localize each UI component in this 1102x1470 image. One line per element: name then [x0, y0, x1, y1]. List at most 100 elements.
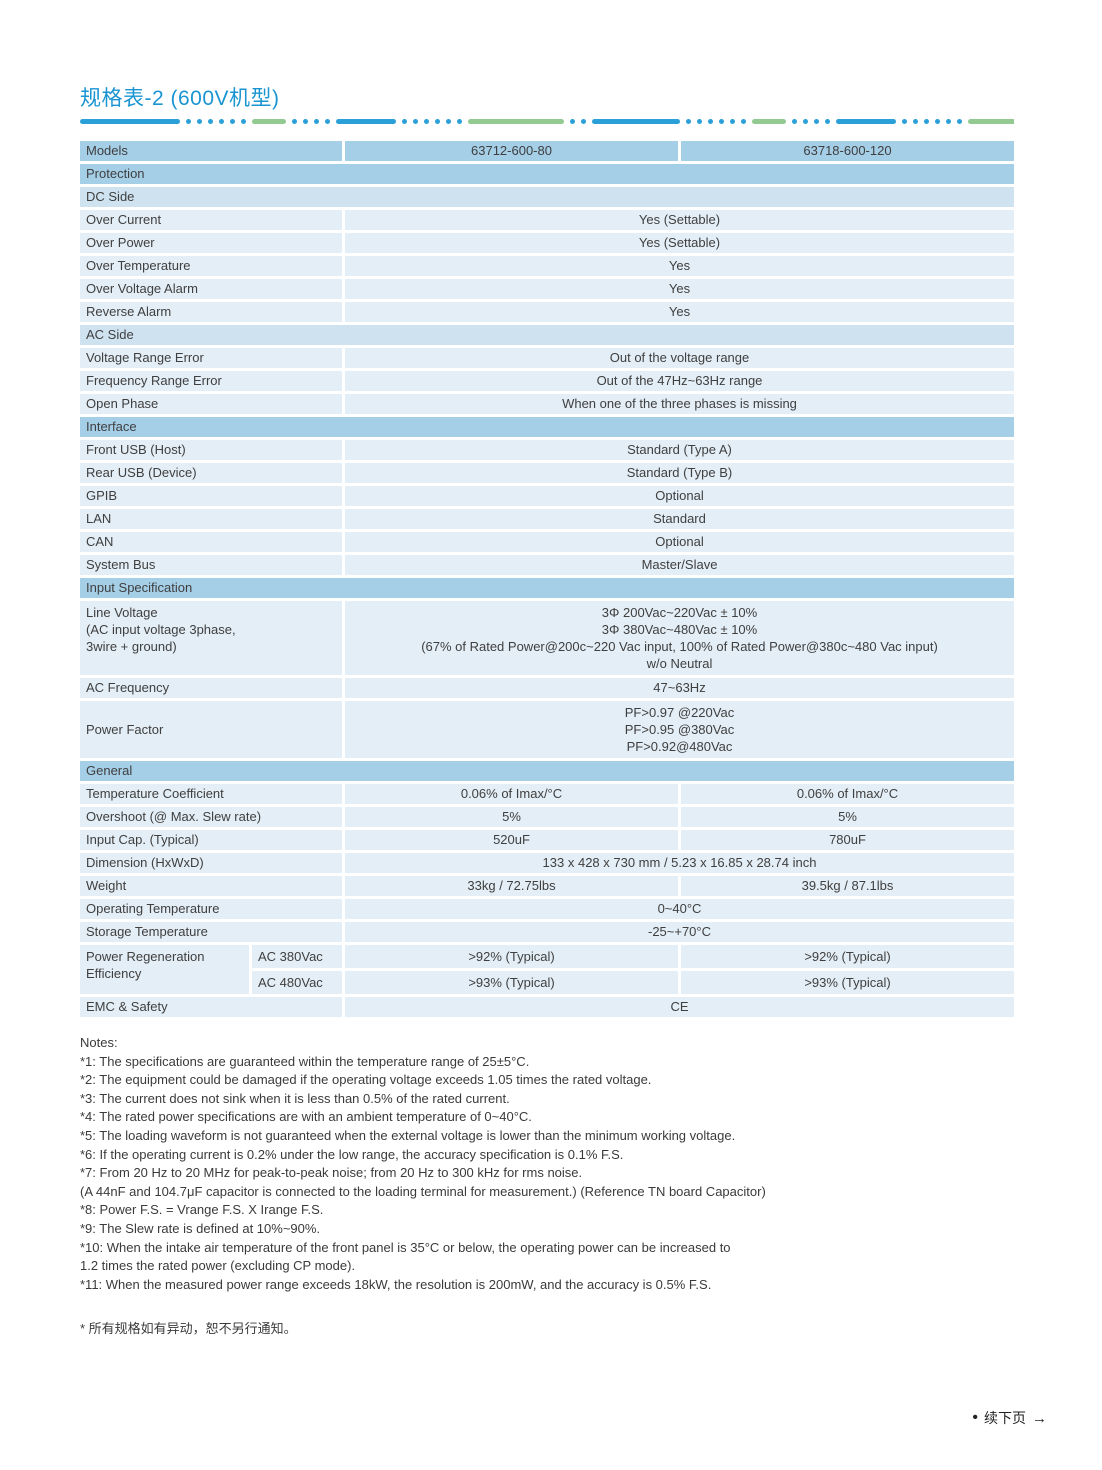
row-label: Rear USB (Device) [80, 463, 342, 483]
divider-dot [792, 119, 797, 124]
divider-dot [292, 119, 297, 124]
table-row: Input Cap. (Typical) 520uF 780uF [80, 830, 1014, 850]
row-value: >92% (Typical) [681, 945, 1014, 968]
row-value: -25~+70°C [345, 922, 1014, 942]
table-row: Overshoot (@ Max. Slew rate) 5% 5% [80, 807, 1014, 827]
divider-dash [836, 119, 896, 124]
note-line: 1.2 times the rated power (excluding CP … [80, 1258, 356, 1274]
note-line: *9: The Slew rate is defined at 10%~90%. [80, 1220, 321, 1236]
row-value: 5% [681, 807, 1014, 827]
row-label: System Bus [80, 555, 342, 575]
row-value: CE [345, 997, 1014, 1017]
table-row: Temperature Coefficient 0.06% of Imax/°C 0… [80, 784, 1014, 804]
divider-dot [303, 119, 308, 124]
row-value: Master/Slave [345, 555, 1014, 575]
table-row: System Bus Master/Slave [80, 555, 1014, 575]
divider-dot [741, 119, 746, 124]
row-value: Yes (Settable) [345, 233, 1014, 253]
divider-dash [592, 119, 680, 124]
row-label: Reverse Alarm [80, 302, 342, 322]
row-label: CAN [80, 532, 342, 552]
table-row: Open Phase When one of the three phases i… [80, 394, 1014, 414]
row-value: 33kg / 72.75lbs [345, 876, 678, 896]
row-label: Power Factor [80, 701, 342, 758]
divider-dot [902, 119, 907, 124]
divider-dash [468, 119, 564, 124]
divider-dash [80, 119, 180, 124]
section-row: General [80, 761, 1014, 781]
row-value: Yes [345, 256, 1014, 276]
subsection-row: DC Side [80, 187, 1014, 207]
row-value: Out of the voltage range [345, 348, 1014, 368]
table-row-group: Power Regeneration Efficiency AC 380Vac >92… [80, 945, 1014, 994]
row-label: Weight [80, 876, 342, 896]
row-label: Line Voltage (AC input voltage 3phase, 3wi… [80, 601, 342, 675]
note-line: *3: The current does not sink when it is… [80, 1090, 510, 1106]
row-label: Open Phase [80, 394, 342, 414]
note-line: *2: The equipment could be damaged if th… [80, 1072, 652, 1088]
table-row: Storage Temperature -25~+70°C [80, 922, 1014, 942]
section-row: Protection [80, 164, 1014, 184]
row-label: Voltage Range Error [80, 348, 342, 368]
row-label: Over Current [80, 210, 342, 230]
section-row: Interface [80, 417, 1014, 437]
section-label: Interface [80, 417, 1014, 437]
note-line: *7: From 20 Hz to 20 MHz for peak-to-pea… [80, 1165, 583, 1181]
row-label: LAN [80, 509, 342, 529]
divider-dot [814, 119, 819, 124]
note-line: *1: The specifications are guaranteed wi… [80, 1053, 530, 1069]
row-value: 0.06% of Imax/°C [681, 784, 1014, 804]
divider-dot [570, 119, 575, 124]
model-number-cell: 63718-600-120 [681, 141, 1014, 161]
row-label: Frequency Range Error [80, 371, 342, 391]
divider-dot [581, 119, 586, 124]
divider-dot [946, 119, 951, 124]
notes-section: Notes: *1: The specifications are guaran… [80, 1034, 1014, 1294]
row-value: PF>0.97 @220Vac PF>0.95 @380Vac PF>0.92@48… [345, 701, 1014, 758]
row-value: 47~63Hz [345, 678, 1014, 698]
row-value: Standard (Type B) [345, 463, 1014, 483]
row-label: Operating Temperature [80, 899, 342, 919]
note-line: *11: When the measured power range excee… [80, 1276, 712, 1292]
divider-dot [241, 119, 246, 124]
row-label: Storage Temperature [80, 922, 342, 942]
row-label: Overshoot (@ Max. Slew rate) [80, 807, 342, 827]
note-line: *8: Power F.S. = Vrange F.S. X Irange F.… [80, 1202, 324, 1218]
page-title: 规格表-2 (600V机型) [80, 87, 280, 110]
table-row: AC Frequency 47~63Hz [80, 678, 1014, 698]
divider-dot [457, 119, 462, 124]
divider-dot [957, 119, 962, 124]
note-line: *6: If the operating current is 0.2% und… [80, 1146, 624, 1162]
divider-dot [825, 119, 830, 124]
divider-dot [413, 119, 418, 124]
divider-dot [803, 119, 808, 124]
table-row: Front USB (Host) Standard (Type A) [80, 440, 1014, 460]
sub-row-label: AC 480Vac [252, 971, 342, 994]
row-value: 520uF [345, 830, 678, 850]
table-row: Line Voltage (AC input voltage 3phase, 3wi… [80, 601, 1014, 675]
subsection-label: DC Side [80, 187, 1014, 207]
table-row: Operating Temperature 0~40°C [80, 899, 1014, 919]
divider-dot [424, 119, 429, 124]
table-row: Over Temperature Yes [80, 256, 1014, 276]
divider-dot [730, 119, 735, 124]
subsection-label: AC Side [80, 325, 1014, 345]
continue-indicator: • 续下页 → [972, 1408, 1047, 1428]
divider-dot [719, 119, 724, 124]
table-row: Dimension (HxWxD) 133 x 428 x 730 mm / 5.… [80, 853, 1014, 873]
decorative-divider [80, 119, 1014, 124]
divider-dot [935, 119, 940, 124]
sub-row-label: AC 380Vac [252, 945, 342, 968]
table-row: CAN Optional [80, 532, 1014, 552]
row-label: Temperature Coefficient [80, 784, 342, 804]
row-value: 780uF [681, 830, 1014, 850]
note-line: *5: The loading waveform is not guarante… [80, 1127, 736, 1143]
divider-dash [252, 119, 286, 124]
table-row: Rear USB (Device) Standard (Type B) [80, 463, 1014, 483]
note-line: *10: When the intake air temperature of … [80, 1239, 731, 1255]
row-value: Standard [345, 509, 1014, 529]
divider-dot [924, 119, 929, 124]
divider-dot [208, 119, 213, 124]
table-row: Over Voltage Alarm Yes [80, 279, 1014, 299]
table-row: EMC & Safety CE [80, 997, 1014, 1017]
